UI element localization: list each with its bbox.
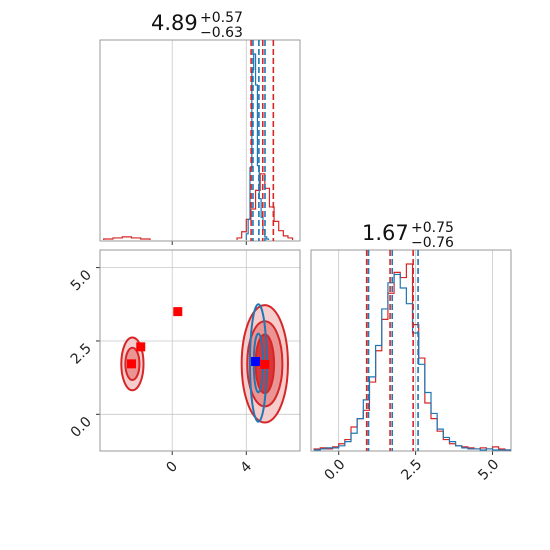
panel-1-histogram-series-0-part-6 [236, 173, 294, 240]
panel-2-title-minus: −0.76 [411, 235, 454, 251]
panel-2-x-tick-label-1: 2.5 [398, 457, 425, 484]
panel-3-marker-2 [173, 307, 183, 317]
panel-3-x-tick-label-1: 4 [238, 458, 256, 476]
panel-2-title-value: 1.67 [362, 221, 409, 245]
panel-3-x-tick-label-0: 0 [163, 459, 181, 477]
panel-3-y-tick-label-1: 2.5 [68, 340, 95, 367]
histogram-panel-parameter-1 [99, 39, 301, 245]
panel-2-x-tick-label-2: 5.0 [475, 457, 502, 484]
panel-1-title-plus: +0.57 [200, 10, 243, 26]
panel-3-y-tick-label-0: 0.0 [68, 414, 95, 441]
panel-1-title-minus: −0.63 [200, 25, 243, 41]
panel-2-histogram-series-1 [314, 273, 511, 451]
panel-3-y-tick-label-2: 5.0 [68, 267, 95, 294]
panel-1-histogram-series-1-part-0 [245, 53, 270, 240]
panel-3-frame [99, 249, 301, 452]
panel-1-histogram-series-0-part-0 [103, 236, 151, 240]
panel-3-marker-0 [126, 359, 136, 369]
panel-3-marker-3 [260, 359, 270, 369]
panel-2-frame [310, 249, 512, 452]
panel-1-title-value: 4.89 [151, 11, 198, 35]
panel-1-frame [99, 39, 301, 242]
panel-3-marker-4 [251, 357, 261, 367]
histogram-panel-parameter-2: 0.0 2.5 5.0 [310, 249, 512, 484]
panel-2-x-tick-label-0: 0.0 [321, 457, 348, 484]
panel-3-marker-1 [136, 342, 146, 352]
panel-2-title-plus: +0.75 [411, 220, 454, 236]
contour-panel-joint: 0 4 0.0 2.5 5.0 [68, 249, 301, 477]
